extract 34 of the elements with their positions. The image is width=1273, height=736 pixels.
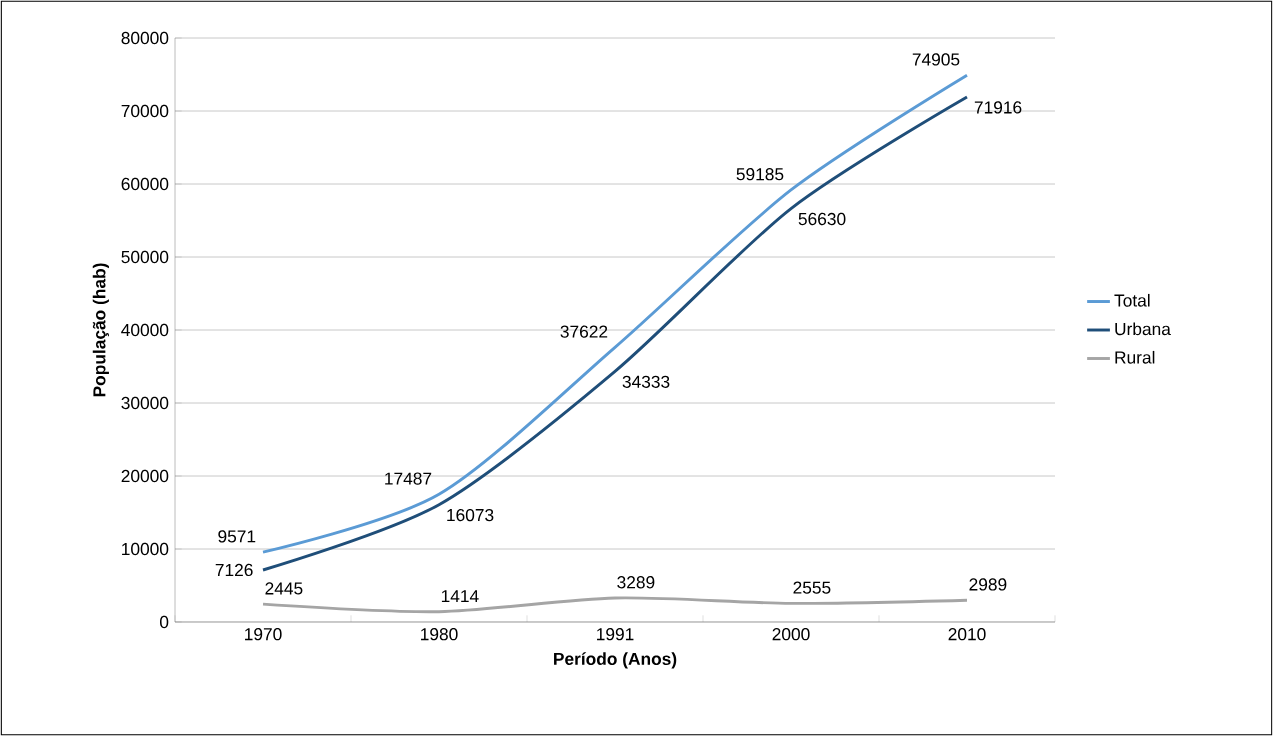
data-label: 9571 <box>218 530 256 543</box>
x-tick-label: 1970 <box>245 628 282 641</box>
legend-label: Total <box>1114 293 1150 307</box>
data-label: 74905 <box>912 53 960 66</box>
data-label: 34333 <box>622 375 670 388</box>
y-tick-label: 20000 <box>121 469 169 483</box>
y-tick-label: 30000 <box>121 396 169 410</box>
y-tick-label: 0 <box>159 615 169 629</box>
y-tick-label: 10000 <box>122 542 169 556</box>
y-axis-title: População (hab) <box>92 263 109 397</box>
x-tick-label: 1991 <box>597 628 634 641</box>
x-axis-title: Período (Anos) <box>554 652 677 669</box>
data-label: 56630 <box>798 212 846 226</box>
y-tick-label: 80000 <box>121 31 169 45</box>
data-label: 71916 <box>974 101 1022 114</box>
legend-label: Rural <box>1115 350 1155 364</box>
x-tick-label: 2010 <box>948 628 986 641</box>
y-tick-label: 60000 <box>121 177 169 191</box>
data-label: 3289 <box>617 576 655 589</box>
data-label: 2555 <box>793 581 831 594</box>
y-tick-label: 50000 <box>121 250 169 264</box>
y-tick-label: 70000 <box>121 104 169 118</box>
data-label: 16073 <box>447 508 494 522</box>
data-label: 17487 <box>385 472 432 485</box>
x-tick-label: 1980 <box>421 628 458 641</box>
y-tick-label: 40000 <box>121 323 169 337</box>
data-label: 2445 <box>265 582 303 595</box>
x-tick-label: 2000 <box>772 628 810 641</box>
data-label: 2989 <box>969 578 1007 591</box>
legend-label: Urbana <box>1115 322 1171 336</box>
data-label: 37622 <box>560 325 608 338</box>
data-label: 1414 <box>441 590 479 603</box>
data-label: 7126 <box>215 563 253 577</box>
data-label: 59185 <box>736 168 784 181</box>
